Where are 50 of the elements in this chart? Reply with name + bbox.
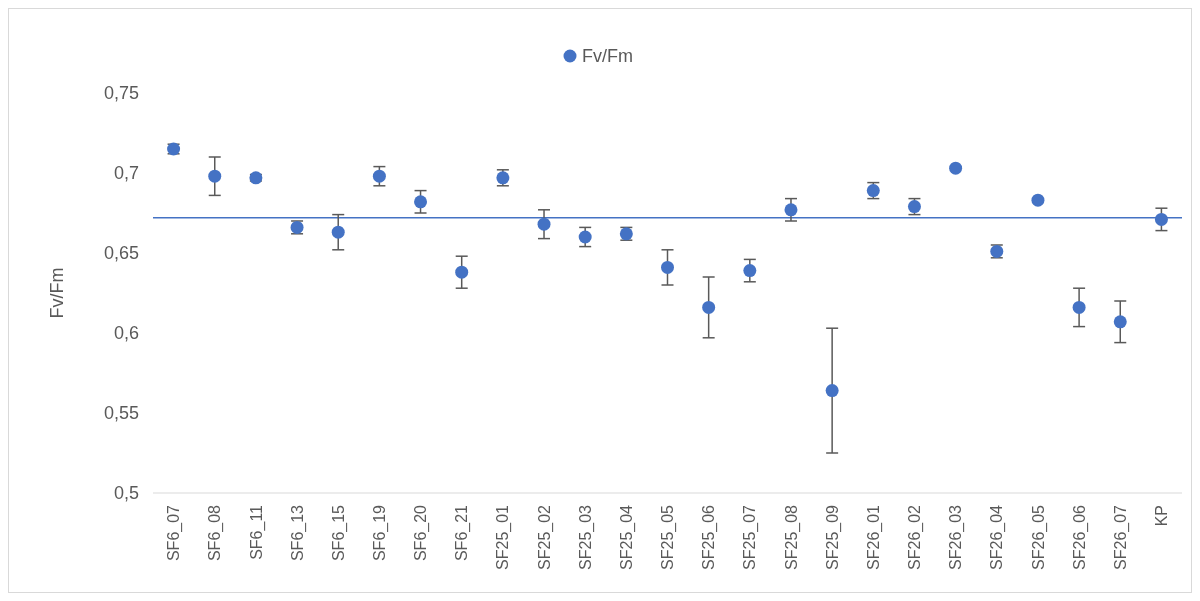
point [784,203,798,217]
point [825,384,839,398]
point [208,169,222,183]
point [414,195,428,209]
x-tick-label: KP [1153,505,1171,527]
point [743,264,757,278]
legend-label: Fv/Fm [582,46,633,67]
x-tick-label: SF6_11 [247,504,266,560]
x-tick-label: SF26_07 [1111,504,1130,570]
point [331,225,345,239]
x-tick-label: SF6_07 [165,504,184,562]
x-tick-label: SF6_20 [412,504,431,562]
point [661,260,674,274]
point [1154,212,1168,226]
x-tick-label: SF6_19 [370,504,389,562]
x-tick-label: SF26_05 [1029,504,1048,570]
x-tick-label: SF6_13 [288,504,307,562]
x-tick-label: SF6_08 [206,504,225,562]
x-tick-label: SF25_05 [659,504,678,570]
x-tick-label: SF25_03 [576,504,595,570]
x-tick-label: SF25_06 [700,504,719,570]
point [372,169,386,183]
point [1113,315,1127,329]
point [949,161,963,175]
point [1031,193,1045,207]
point [578,230,592,244]
y-tick-label: 0,7 [113,163,139,184]
y-axis-title: Fv/Fm [47,267,67,319]
point [537,217,551,231]
y-tick-label: 0,55 [103,403,139,424]
x-tick-label: SF25_02 [535,504,554,570]
x-tick-label: SF25_04 [617,504,636,570]
x-tick-label: SF25_09 [823,504,842,570]
x-tick-label: SF26_01 [864,504,883,570]
x-tick-label: SF25_07 [741,504,760,570]
y-tick-label: 0,6 [113,323,139,344]
y-tick-label: 0,65 [103,243,139,264]
y-tick-label: 0,75 [103,83,139,104]
x-tick-label: SF25_08 [782,504,801,570]
point [455,265,469,279]
point [702,300,716,314]
x-tick-label: SF26_03 [947,504,966,570]
x-tick-label: SF6_15 [329,504,348,562]
point [1072,300,1086,314]
x-tick-label: SF25_01 [494,504,513,570]
y-tick-label: 0,5 [113,483,139,504]
x-tick-label: SF6_21 [453,504,472,562]
x-tick-label: SF26_02 [906,504,925,570]
x-tick-label: SF26_06 [1070,504,1089,570]
x-tick-label: SF26_04 [988,504,1007,570]
